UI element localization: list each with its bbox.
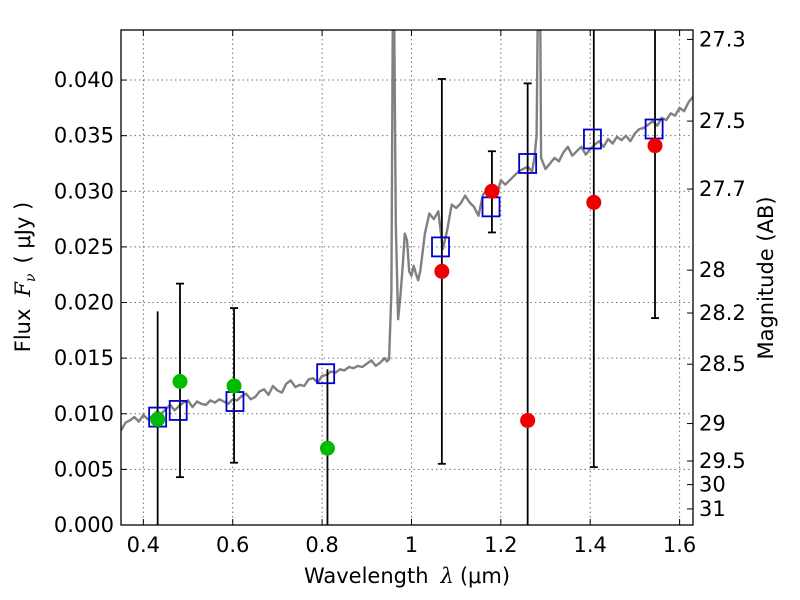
x-tick-label: 1.4 <box>574 533 607 557</box>
green-point <box>319 440 335 456</box>
y-tick-label: 0.040 <box>54 68 114 92</box>
y-tick-label: 0.025 <box>54 235 114 259</box>
y-tick-label: 0.000 <box>54 513 114 537</box>
photometry-point-layer <box>150 138 663 456</box>
x-tick-label: 1.2 <box>484 533 517 557</box>
model-box-marker <box>583 128 602 150</box>
x-axis-title-unit: (μm) <box>460 564 510 588</box>
y2-tick-label: 29 <box>699 412 726 436</box>
y-axis-title-subscript: ν <box>23 273 39 282</box>
green-point <box>150 411 166 427</box>
y2-tick-label: 27.3 <box>699 27 746 51</box>
y2-tick-label: 30 <box>699 473 726 497</box>
y-tick-label: 0.035 <box>54 124 114 148</box>
y-axis-title-unit: ( μJy ) <box>11 202 35 264</box>
red-point <box>647 138 663 154</box>
x-axis-title-symbol: λ <box>440 564 454 588</box>
red-point <box>520 412 536 428</box>
y2-axis-title: Magnitude (AB) <box>754 196 778 359</box>
x-axis-title: Wavelength λ (μm) <box>304 564 510 588</box>
x-tick-label: 0.6 <box>216 533 249 557</box>
y2-tick-label: 31 <box>699 497 726 521</box>
y-tick-label: 0.005 <box>54 457 114 481</box>
y2-tick-label: 27.7 <box>699 177 746 201</box>
grid <box>121 30 693 526</box>
y-tick-label: 0.030 <box>54 179 114 203</box>
x-tick-label: 0.4 <box>127 533 160 557</box>
plot-frame <box>120 29 694 526</box>
y-axis-title-symbol: F <box>11 281 35 298</box>
red-point <box>484 183 500 199</box>
green-point <box>172 374 188 390</box>
model-box-marker <box>518 153 538 174</box>
model-box-marker <box>431 236 450 258</box>
y-tick-label: 0.015 <box>54 346 114 370</box>
green-point <box>226 378 242 394</box>
y-axis-title-prefix: Flux <box>11 309 35 353</box>
x-tick-label: 1 <box>405 533 418 557</box>
y-tick-label: 0.010 <box>54 402 114 426</box>
model-box-marker <box>168 400 188 421</box>
y2-tick-label: 29.5 <box>699 449 746 473</box>
x-tick-label: 1.6 <box>663 533 696 557</box>
y2-tick-label: 28.5 <box>699 352 746 376</box>
red-point <box>586 194 602 210</box>
y-axis-title: Flux Fν ( μJy ) <box>11 202 39 352</box>
x-tick-label: 0.8 <box>305 533 338 557</box>
y2-tick-label: 27.5 <box>699 109 746 133</box>
x-axis-title-prefix: Wavelength <box>304 564 429 588</box>
model-box-marker <box>316 363 336 385</box>
y2-tick-label: 28.2 <box>699 301 746 325</box>
y2-tick-label: 28 <box>699 258 726 282</box>
red-point <box>434 263 450 279</box>
tick-layer: 0.4 0.6 0.8 1 1.2 1.4 1.6 0.000 0.005 0.010 0.015 0… <box>54 27 746 557</box>
y-tick-label: 0.020 <box>54 291 114 315</box>
